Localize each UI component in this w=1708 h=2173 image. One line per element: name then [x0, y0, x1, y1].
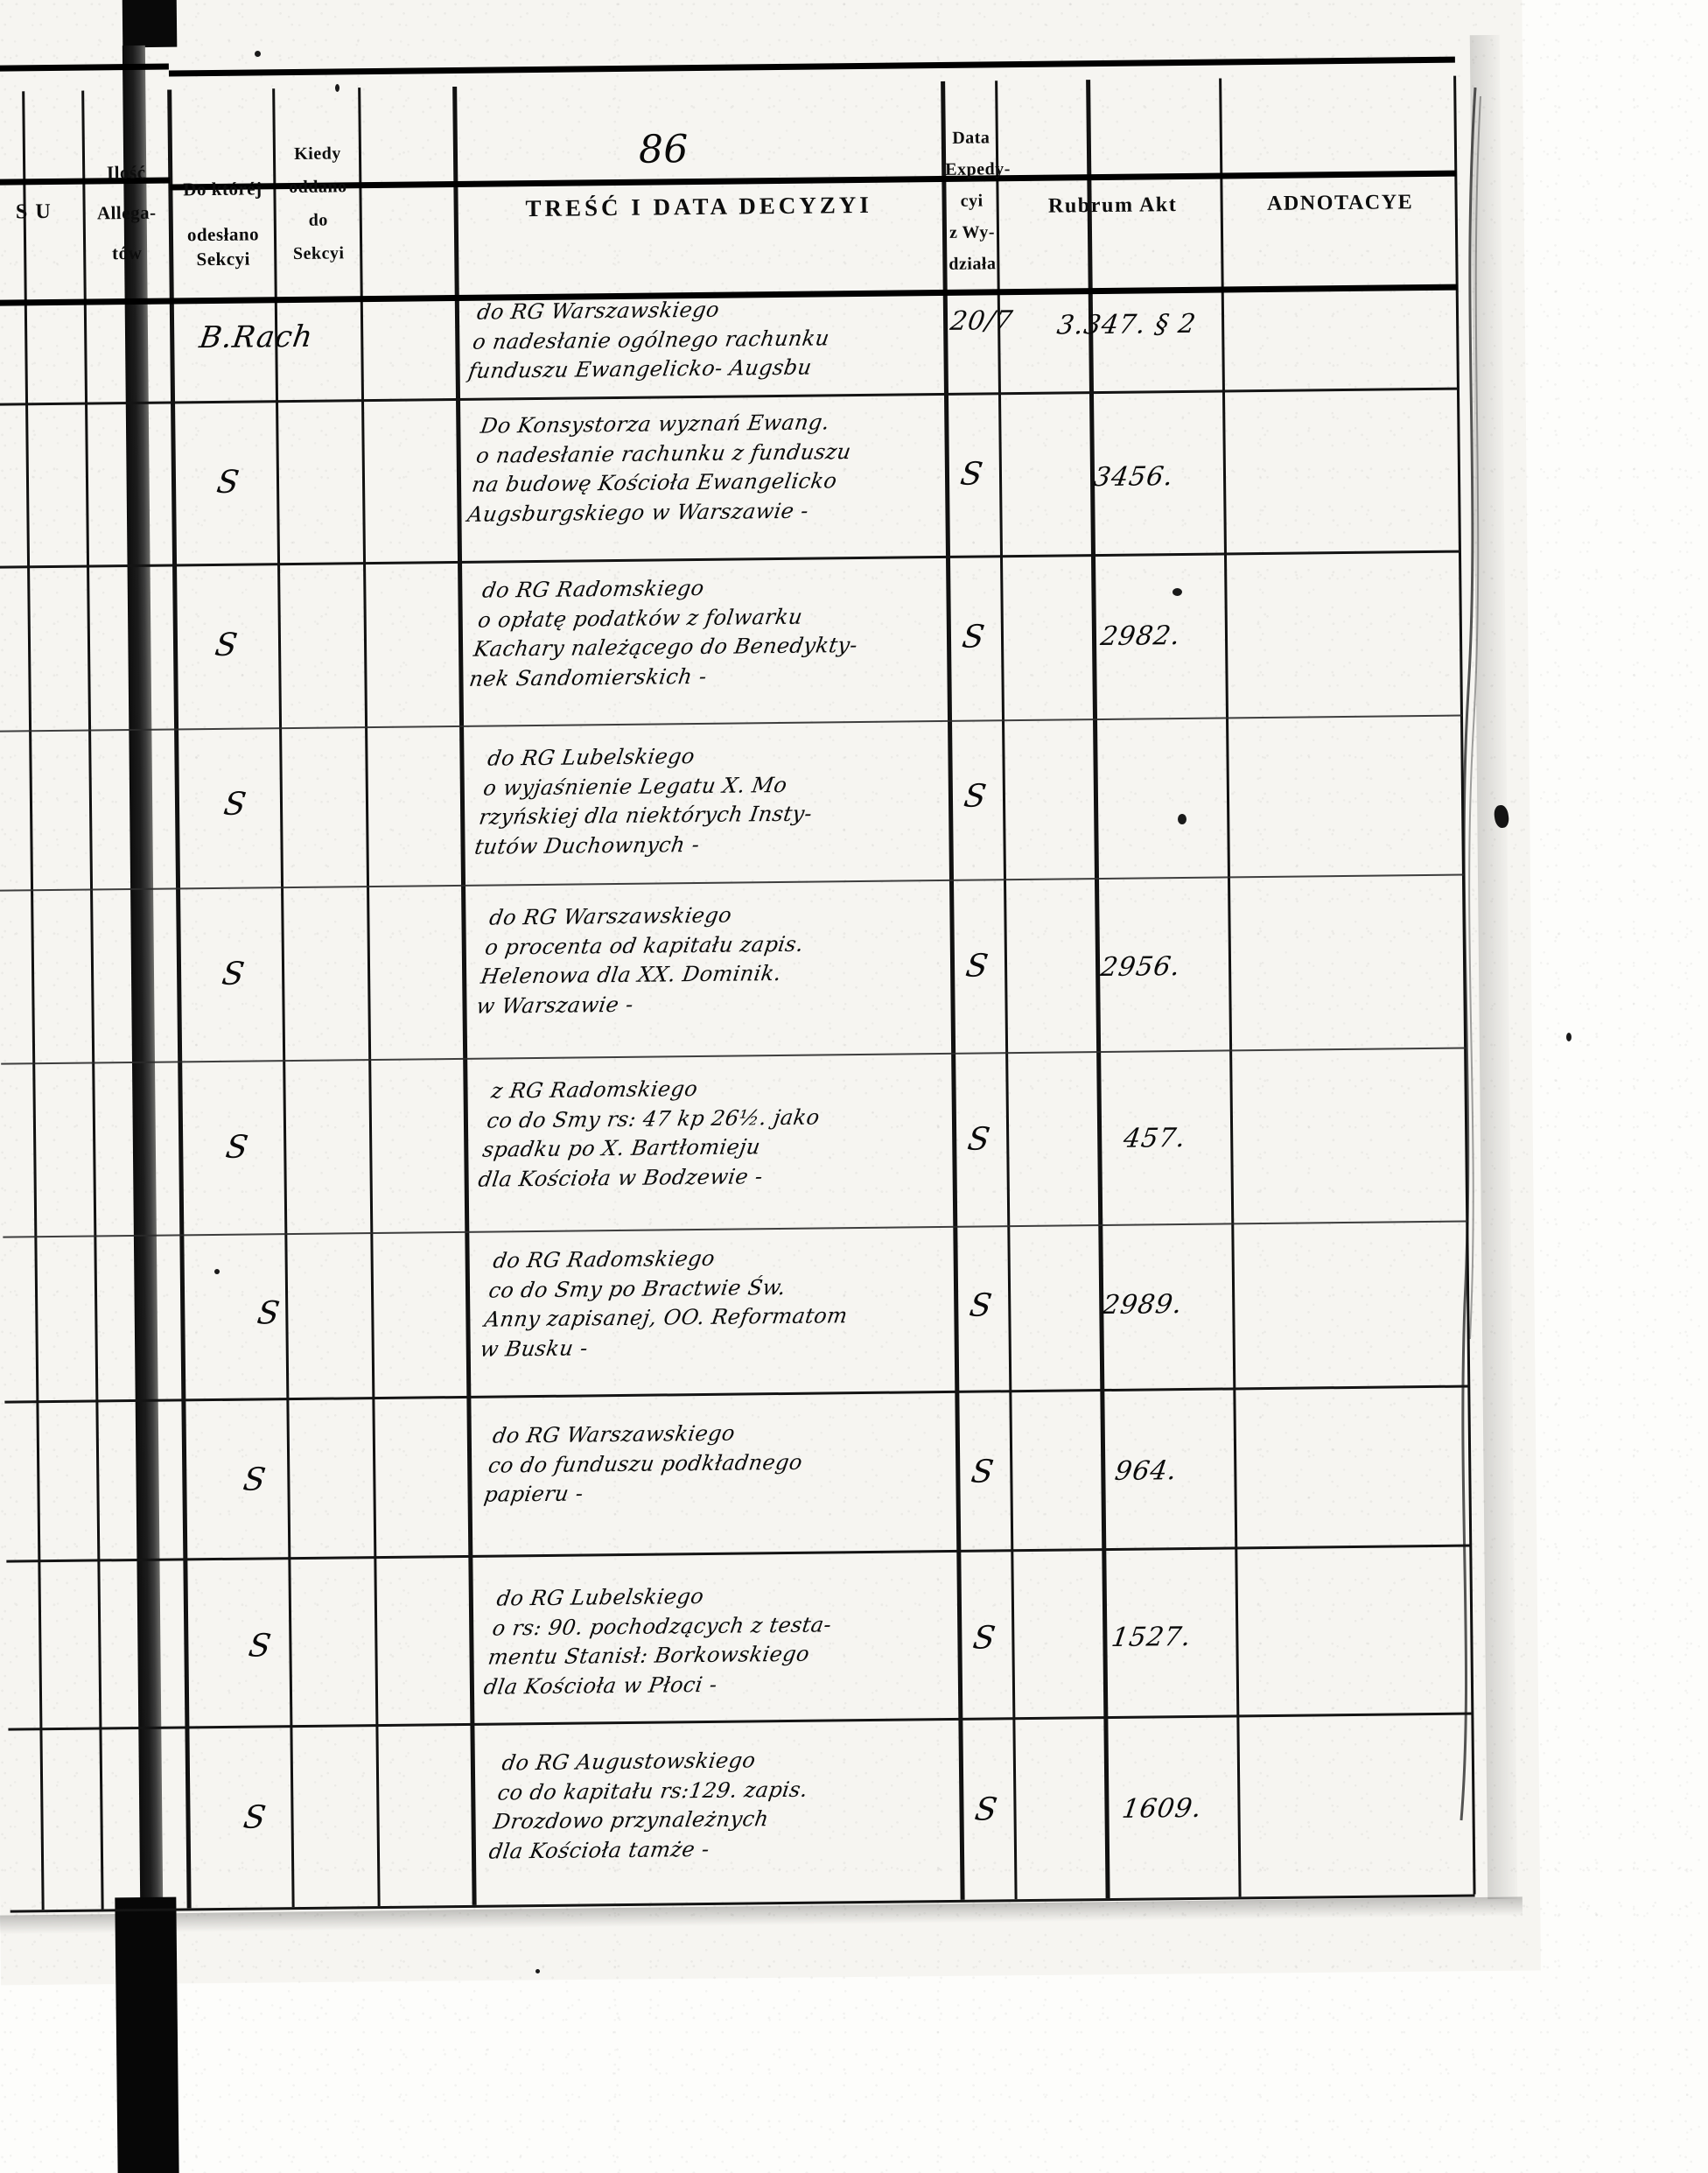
cell-tresc-row1: do RG Warszawskiego o nadesłanie ogólneg… [466, 297, 831, 384]
header-top-rule-right [168, 56, 1455, 77]
cell-tresc-row9: do RG Lubelskiego o rs: 90. pochodzących… [482, 1583, 834, 1700]
row-rule-4 [0, 714, 1463, 733]
cell-tresc-row10: do RG Augustowskiego co do kapitału rs:1… [487, 1748, 810, 1864]
cell-data-expedycyi-row7: S [967, 1287, 995, 1324]
paper-speck [214, 1269, 220, 1274]
page-number: 86 [638, 127, 690, 172]
column-header-tresc: TREŚĆ I DATA DECYZYI [525, 191, 872, 222]
cell-do-ktorej-sekcyi-row3: S [213, 627, 241, 664]
cell-tresc-row4: do RG Lubelskiego o wyjaśnienie Legatu X… [472, 744, 815, 859]
cell-tresc-row6: z RG Radomskiego co do Smy rs: 47 kp 26½… [476, 1076, 822, 1192]
cell-tresc-row8: do RG Warszawskiego co do funduszu podkł… [482, 1420, 805, 1507]
column-header-data-expedycyi-line2: Expedy- [945, 159, 1011, 179]
col-rule-1 [81, 90, 104, 1910]
cell-data-expedycyi-row1: 20/7 [948, 305, 1016, 337]
cell-data-expedycyi-row2: S [957, 456, 986, 493]
row-rule-7 [3, 1220, 1468, 1238]
header-bottom-rule-right [170, 170, 1457, 191]
cell-do-ktorej-sekcyi-row7: S [255, 1295, 283, 1332]
cell-rubrum-akt-row1: 3.347. § 2 [1054, 308, 1199, 341]
row-rule-3 [0, 550, 1460, 569]
column-header-do-ktorej-sekcyi-line2: odesłano Sekcyi [186, 223, 260, 270]
row-rule-9 [6, 1544, 1472, 1563]
cell-do-ktorej-sekcyi-row1: B.Rach [197, 319, 316, 356]
col-rule-3 [272, 88, 295, 1908]
paper-speck [1566, 1033, 1572, 1041]
cell-do-ktorej-sekcyi-row10: S [241, 1799, 269, 1836]
column-header-kiedy-oddano-line2: oddano [289, 177, 347, 198]
cell-rubrum-akt-row9: 1527. [1109, 1621, 1194, 1653]
cell-tresc-row5: do RG Warszawskiego o procenta od kapita… [474, 902, 806, 1019]
cell-rubrum-akt-row7: 2989. [1100, 1289, 1185, 1321]
column-header-data-expedycyi-line1: Data [952, 128, 990, 148]
column-header-rubrum-akt: Rubrum Akt [1047, 193, 1178, 218]
column-header-ilosc-allegatow-line1: Ilość [106, 161, 146, 184]
row-rule-6 [1, 1047, 1466, 1065]
cell-data-expedycyi-row5: S [963, 948, 991, 985]
column-header-data-expedycyi-line4: z Wy- [948, 222, 996, 242]
cell-rubrum-akt-row10: 1609. [1120, 1792, 1205, 1825]
cell-data-expedycyi-row8: S [969, 1454, 997, 1490]
paper-speck [335, 84, 340, 92]
cell-do-ktorej-sekcyi-row2: S [214, 464, 242, 501]
column-header-data-expedycyi-line3: cyi [960, 191, 984, 211]
column-header-do-ktorej-sekcyi-line1: Do któréj [183, 178, 262, 200]
col-rule-0 [22, 91, 45, 1910]
cell-tresc-row3: do RG Radomskiego o opłatę podatków z fo… [467, 575, 859, 691]
cell-rubrum-akt-row2: 3456. [1091, 461, 1176, 494]
col-rule-8 [1086, 80, 1110, 1899]
cell-rubrum-akt-row3: 2982. [1098, 620, 1183, 653]
col-rule-9 [1219, 78, 1242, 1897]
cell-rubrum-akt-row6: 457. [1121, 1122, 1188, 1154]
cell-data-expedycyi-row10: S [972, 1791, 1000, 1828]
paper-speck [1178, 814, 1186, 824]
row-rule-2 [0, 387, 1459, 406]
column-header-ilosc-allegatow-line3: tów [111, 242, 143, 264]
column-header-data-expedycyi-line5: działa [948, 254, 997, 274]
column-header-interessu: S U [15, 200, 52, 224]
cell-do-ktorej-sekcyi-row4: S [220, 786, 249, 823]
cell-tresc-row7: do RG Radomskiego co do Smy po Bractwie … [478, 1245, 850, 1362]
row-rule-5 [0, 873, 1464, 892]
col-rule-10 [1453, 75, 1476, 1895]
cell-data-expedycyi-row4: S [961, 778, 990, 815]
cell-data-expedycyi-row9: S [970, 1620, 998, 1657]
paper-speck [255, 51, 261, 57]
cell-do-ktorej-sekcyi-row8: S [241, 1462, 269, 1498]
col-rule-2 [167, 89, 192, 1909]
cell-tresc-row2: Do Konsystorza wyznań Ewang. o nadesłani… [466, 410, 853, 527]
col-rule-7 [995, 81, 1018, 1900]
cell-data-expedycyi-row3: S [959, 619, 988, 655]
column-header-kiedy-oddano-line4: Sekcyi [292, 243, 345, 263]
cell-do-ktorej-sekcyi-row6: S [223, 1129, 251, 1166]
paper-speck [536, 1969, 540, 1973]
col-rule-4 [358, 88, 381, 1907]
cell-rubrum-akt-row5: 2956. [1098, 951, 1183, 984]
column-header-kiedy-oddano-line3: do [308, 210, 328, 230]
cell-do-ktorej-sekcyi-row9: S [246, 1628, 274, 1665]
column-header-kiedy-oddano-line1: Kiedy [294, 144, 341, 164]
cell-rubrum-akt-row8: 964. [1112, 1455, 1180, 1487]
row-rule-10 [8, 1712, 1474, 1731]
paper-speck [1172, 588, 1182, 596]
column-header-ilosc-allegatow-line2: Allega- [96, 201, 157, 224]
cell-data-expedycyi-row6: S [965, 1121, 993, 1158]
row-rule-8 [4, 1384, 1470, 1404]
column-header-adnotacye: ADNOTACYE [1266, 191, 1414, 215]
header-top-rule-left [0, 63, 169, 72]
row-rule-11 [10, 1894, 1475, 1913]
cell-do-ktorej-sekcyi-row5: S [220, 956, 248, 992]
